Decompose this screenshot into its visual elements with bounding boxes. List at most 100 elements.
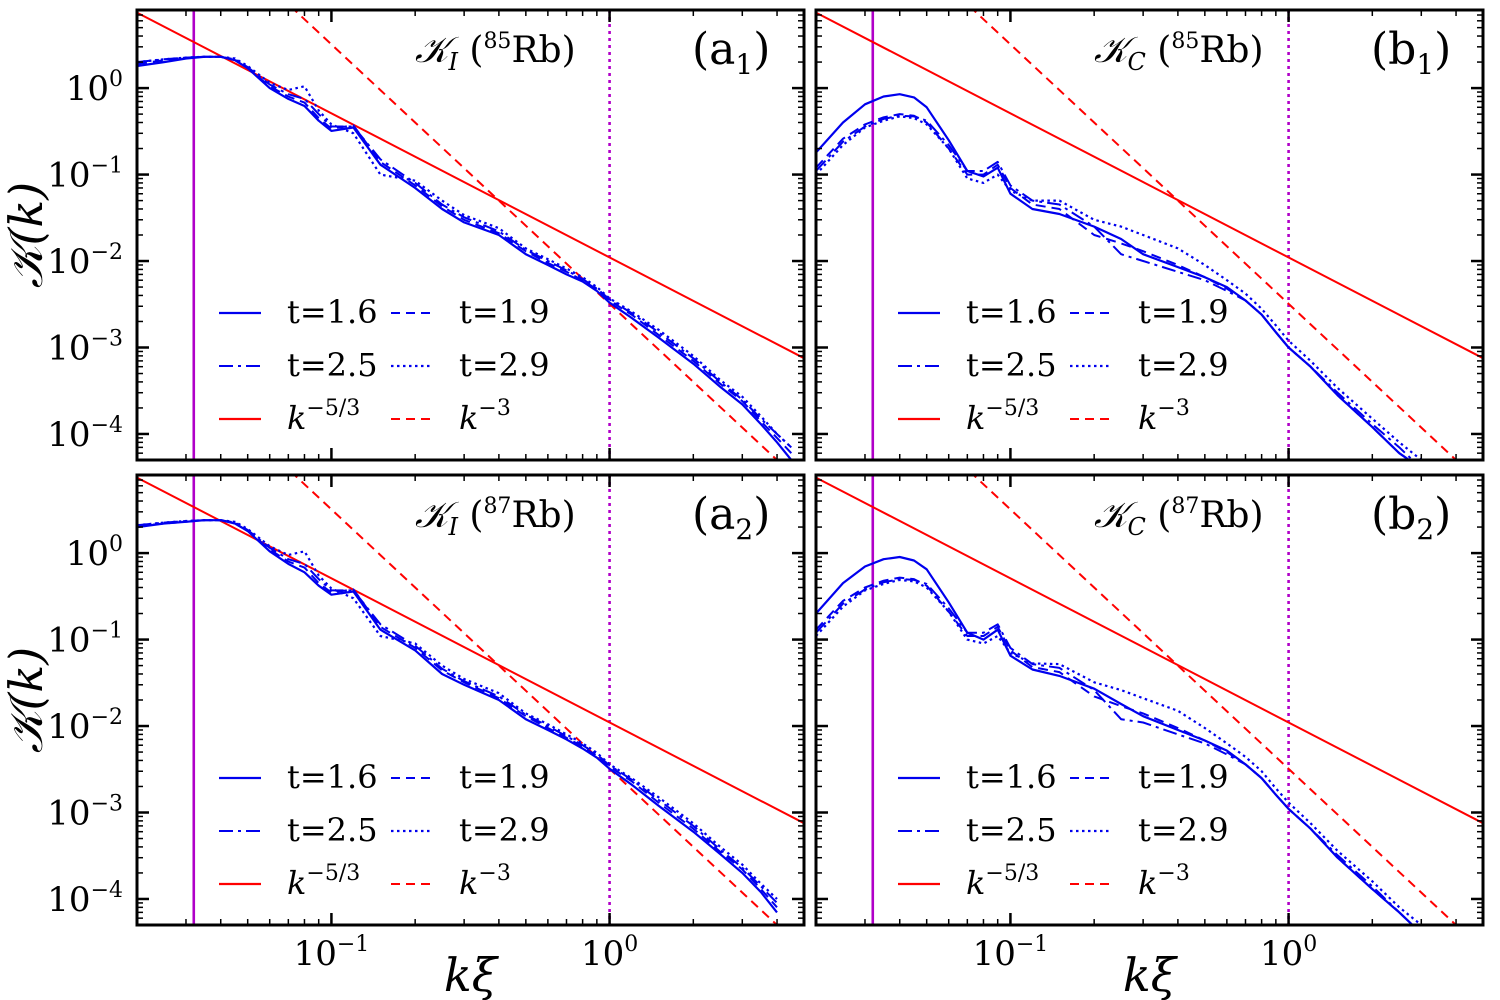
axes-frame <box>135 8 806 462</box>
tick-exponent: −2 <box>91 240 123 265</box>
tick-exponent: −1 <box>1016 932 1048 957</box>
panel-tag: (b2) <box>1371 489 1451 546</box>
legend-label: k−3 <box>459 861 511 902</box>
legend-label-exponent: −3 <box>478 396 510 421</box>
title-paren: ( <box>458 30 484 71</box>
tag-subscript: 1 <box>735 48 753 81</box>
reference-line-k-5-3 <box>816 476 1483 825</box>
title-paren: ( <box>458 495 484 536</box>
legend-label-base: k <box>459 399 478 437</box>
title-subscript: C <box>1127 513 1145 541</box>
series-line-t-1-6 <box>816 93 1412 460</box>
legend-label: k−3 <box>1138 861 1190 902</box>
legend-label-base: k <box>1138 399 1157 437</box>
tick-base: 10 <box>973 934 1016 974</box>
tag-paren: ) <box>753 24 770 75</box>
tag-subscript: 2 <box>735 513 753 546</box>
legend-label: t=1.9 <box>1138 758 1229 796</box>
series-line-t-1-9 <box>137 55 793 454</box>
tick-exponent: −3 <box>91 792 123 817</box>
panel-title: 𝒦C (85Rb) <box>1094 29 1264 76</box>
tick-base: 10 <box>294 934 337 974</box>
tick-base: 10 <box>47 621 90 661</box>
y-axis-label: 𝒦(k) <box>0 182 53 289</box>
series-line-t-1-9 <box>816 576 1414 925</box>
y-tick-label: 10−4 <box>47 413 123 455</box>
panel-title: 𝒦C (87Rb) <box>1094 494 1264 541</box>
legend-label-text: t=2.9 <box>1138 811 1229 849</box>
x-axis-label: kξ <box>444 948 500 1000</box>
legend-label: t=2.5 <box>966 346 1057 384</box>
tag-paren: ) <box>753 489 770 540</box>
legend-label-text: t=2.9 <box>459 811 550 849</box>
series-line-t-1-6 <box>816 555 1415 925</box>
tag-letter: b <box>1388 24 1416 75</box>
legend: t=1.6 t=1.9t=2.5 t=2.9k−5/3 k−3 <box>898 758 1229 902</box>
legend-label: k−5/3 <box>966 396 1039 437</box>
tick-exponent: −1 <box>91 154 123 179</box>
legend-label: k−5/3 <box>287 861 360 902</box>
tick-exponent: 0 <box>624 932 638 957</box>
legend-label-text: t=1.6 <box>966 758 1057 796</box>
tick-exponent: 0 <box>109 532 123 557</box>
tag-paren: ) <box>1434 489 1451 540</box>
legend-label-text: t=2.5 <box>966 346 1057 384</box>
legend-label-exponent: −5/3 <box>306 396 360 421</box>
title-isotope: 85 <box>1171 29 1199 54</box>
title-subscript: I <box>447 513 458 541</box>
y-tick-label: 10−3 <box>47 792 123 834</box>
x-tick-label: 10−1 <box>294 932 370 974</box>
legend-label: k−3 <box>459 396 511 437</box>
tick-exponent: 0 <box>1303 932 1317 957</box>
tick-base: 10 <box>66 534 109 574</box>
legend-label: t=2.5 <box>287 346 378 384</box>
legend-label: k−5/3 <box>287 396 360 437</box>
legend-label-text: t=1.9 <box>459 293 550 331</box>
legend: t=1.6 t=1.9 t=2.5 t=2.9 k−5/3 k−3 <box>219 758 550 902</box>
series-line-t-2-9 <box>137 55 793 449</box>
legend-label: t=1.6 <box>287 293 378 331</box>
legend-label-exponent: −5/3 <box>306 861 360 886</box>
tag-paren: ( <box>1371 24 1388 75</box>
axes-frame <box>135 473 806 927</box>
series-line-t-1-9 <box>137 519 778 908</box>
legend-label-text: t=2.9 <box>1138 346 1229 384</box>
legend-label-text: t=1.9 <box>459 758 550 796</box>
legend-label-base: k <box>287 399 306 437</box>
tick-exponent: −4 <box>91 878 123 903</box>
tag-letter: a <box>709 24 735 75</box>
legend-label-base: k <box>966 864 985 902</box>
legend: t=1.6 t=1.9 t=2.5 t=2.9 k−5/3 k−3 <box>898 293 1229 437</box>
tag-subscript: 2 <box>1416 513 1434 546</box>
tag-paren: ( <box>692 24 709 75</box>
tag-paren: ( <box>1371 489 1388 540</box>
legend-label-text: t=1.6 <box>966 293 1057 331</box>
y-tick-label: 10−4 <box>47 878 123 920</box>
tick-exponent: −3 <box>91 327 123 352</box>
title-element: Rb <box>511 30 561 71</box>
legend-label: t=1.6 <box>966 758 1057 796</box>
title-isotope: 87 <box>483 494 511 519</box>
legend: t=1.6 t=1.9t=2.5 t=2.9k−5/3 k−3 <box>219 293 550 437</box>
legend-label: t=1.9 <box>459 293 550 331</box>
legend-label-text: t=1.9 <box>1138 293 1229 331</box>
y-tick-label: 100 <box>66 67 123 109</box>
axes-frame <box>814 8 1485 462</box>
reference-line-k-5-3 <box>137 11 804 360</box>
legend-label-text: t=2.9 <box>459 346 550 384</box>
panel-tag: (a2) <box>692 489 770 546</box>
title-element: Rb <box>1199 30 1249 71</box>
panel-tag: (a1) <box>692 24 770 81</box>
legend-label-text: t=2.5 <box>287 811 378 849</box>
tick-exponent: −2 <box>91 705 123 730</box>
panel-tag: (b1) <box>1371 24 1451 81</box>
legend-label: t=1.6 <box>287 758 378 796</box>
tick-exponent: −1 <box>337 932 369 957</box>
plot-area-a1 <box>137 10 804 460</box>
series-line-t-2-9 <box>816 578 1422 925</box>
legend-label: k−3 <box>1138 396 1190 437</box>
title-element: Rb <box>1199 495 1249 536</box>
legend-label: t=2.9 <box>1138 346 1229 384</box>
title-isotope: 85 <box>483 29 511 54</box>
